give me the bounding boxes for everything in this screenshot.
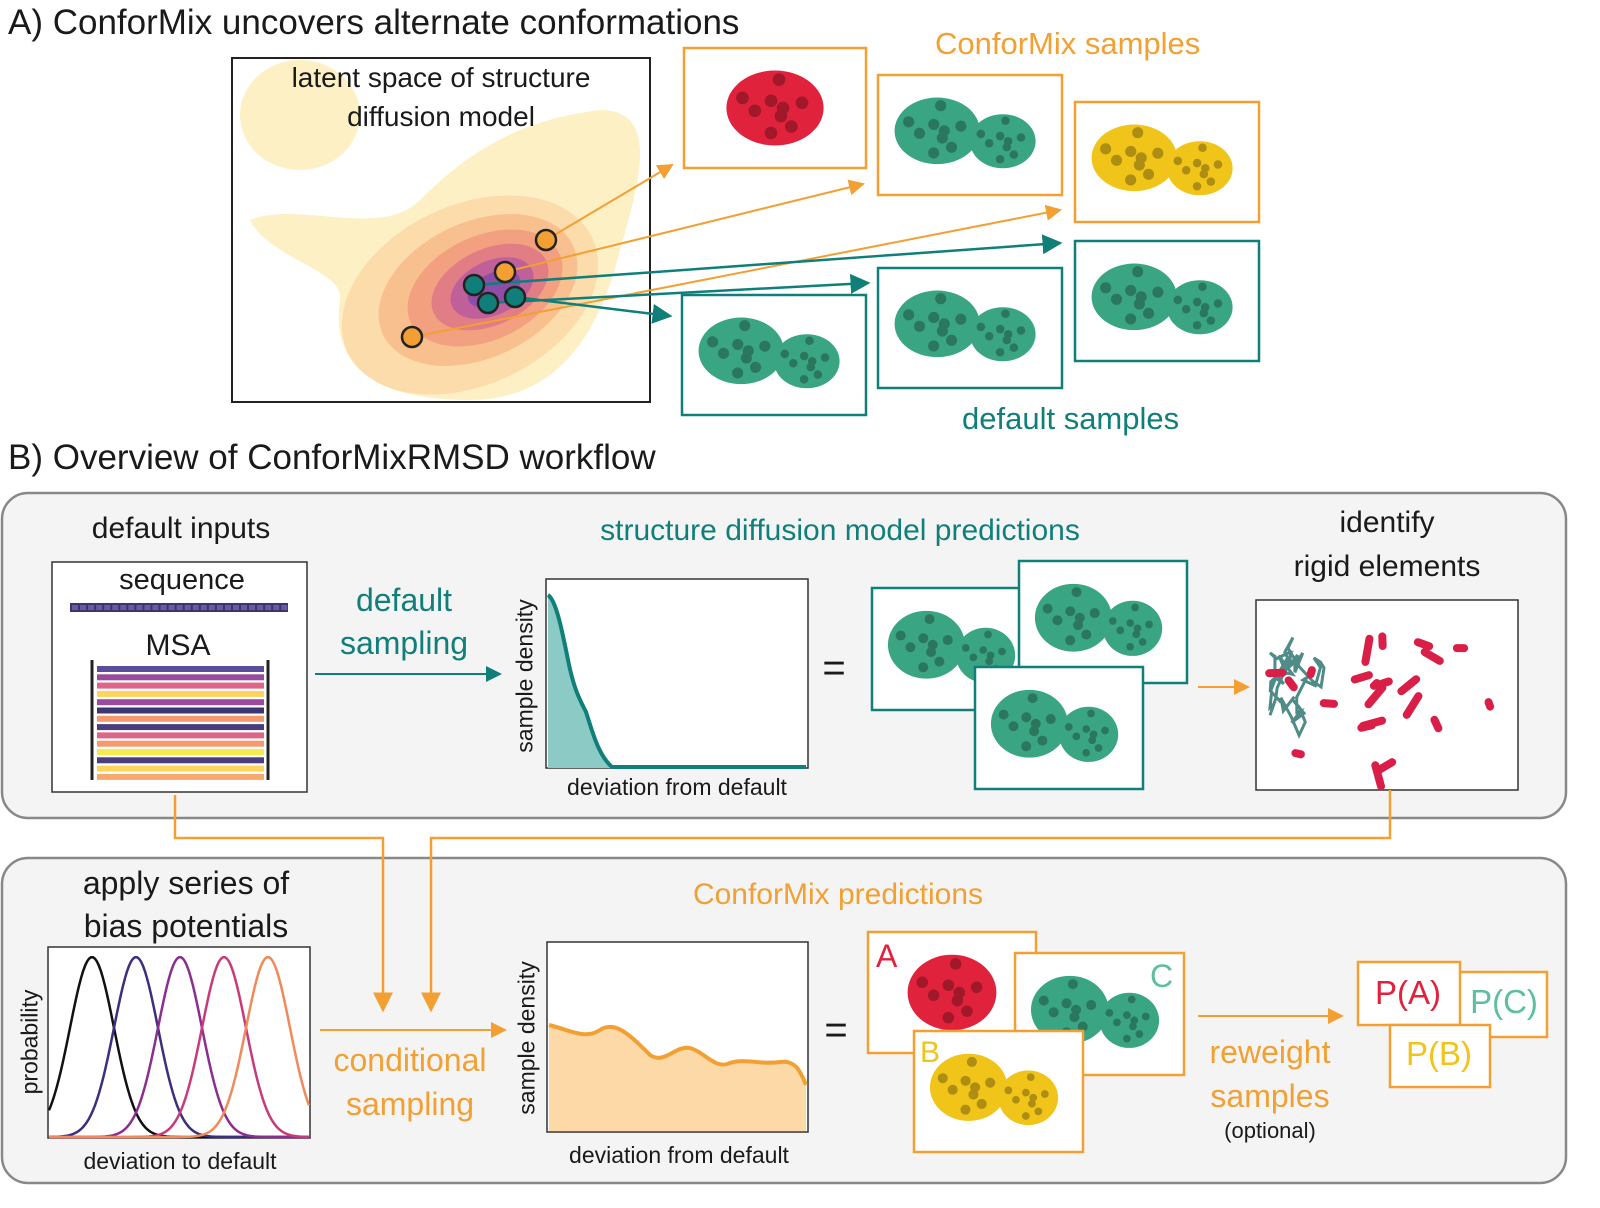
label-a: A [876,938,898,974]
helix [1265,668,1287,678]
connector-lines [173,790,1392,1013]
panel-b-title: B) Overview of ConforMixRMSD workflow [8,438,656,477]
conditional-sampling-label: conditional [333,1042,487,1078]
msa-row [97,724,264,731]
inputs-box [51,561,308,793]
msa-label: MSA [145,629,211,662]
protein-structure-icon [698,317,840,389]
protein-structure-icon [894,290,1036,362]
msa-row [97,674,264,681]
protein-structure-icon [1091,124,1233,196]
x-axis-label-conformix: deviation from default [569,1142,789,1168]
default-density-chart [545,578,809,769]
helix [1284,676,1298,692]
y-axis-label: sample density [511,599,538,753]
equals-sign: = [822,646,846,690]
protein-structure-icon [726,70,824,146]
label-c: C [1150,958,1174,994]
identify-label-2: rigid elements [1293,550,1481,583]
default-samples-label: default samples [962,401,1180,436]
sample-boxes-a [680,46,1261,417]
helix [1361,634,1374,666]
reweight-label: reweight [1209,1034,1331,1070]
protein-structure-icon [990,689,1119,762]
default-inputs-label: default inputs [91,512,271,545]
msa-row [97,715,264,722]
conformix-predictions-title: ConforMix predictions [692,878,984,911]
conformix-density-chart [546,941,809,1133]
msa-row [97,666,264,672]
protein-structure-icon [1034,583,1163,656]
helix [1430,715,1443,733]
conditional-sampling-label-2: sampling [345,1086,475,1122]
helix [1306,666,1316,679]
rigid-elements-structure [1255,599,1519,791]
msa-row [97,707,264,714]
helix [1319,699,1339,708]
label-b: B [920,1036,941,1069]
probability-boxes [1356,960,1549,1089]
helix [1378,632,1387,651]
latent-label: latent space of structure [291,62,591,93]
equals-sign-2: = [824,1008,848,1052]
helix [1350,671,1373,684]
identify-label: identify [1339,506,1435,539]
conformix-samples-label: ConforMix samples [935,26,1201,61]
panel-a-title: A) ConforMix uncovers alternate conforma… [8,3,740,42]
helix [1413,638,1434,651]
msa-row [97,740,264,747]
y-axis-label-conformix: sample density [513,961,540,1115]
predictions-title: structure diffusion model predictions [600,514,1080,547]
msa-row [97,773,264,780]
arrows-a [411,163,1063,338]
protein-structure-icon [907,954,997,1031]
helix [1397,675,1421,696]
msa-row [97,757,264,764]
default-sampling-label: default [355,582,453,618]
prediction-boxes-default [870,559,1189,791]
default-sampling-label-2: sampling [339,625,469,661]
latent-space-plot [231,57,1063,403]
protein-structure-icon [929,1053,1059,1126]
protein-structure-icon [894,97,1036,169]
msa-row [97,749,264,755]
bias-potentials-plot [47,946,311,1139]
helix [1484,698,1495,711]
sequence-label: sequence [119,564,245,596]
p-c-label: P(C) [1470,983,1538,1020]
helix [1420,648,1444,665]
msa-row [97,765,264,772]
bias-label-2: bias potentials [83,908,289,944]
helix [1373,758,1397,775]
p-a-label: P(A) [1375,974,1441,1011]
optional-label: (optional) [1224,1118,1316,1143]
helix [1359,716,1387,730]
latent-label-2: diffusion model [347,101,535,132]
sample-points [400,228,558,349]
helix [1402,692,1423,719]
bias-x-axis-label: deviation to default [83,1148,277,1174]
p-b-label: P(B) [1406,1035,1472,1072]
prediction-boxes-conformix [866,930,1186,1154]
bias-potential-curve [49,955,311,1139]
reweight-label-2: samples [1210,1078,1330,1114]
bias-label: apply series of [82,865,290,901]
msa-row [97,732,264,739]
helix [1452,644,1469,653]
msa-row [97,699,264,706]
protein-structure-icon [1030,975,1160,1048]
probability-axis-label: probability [16,989,43,1095]
helix [1291,749,1305,759]
x-axis-label: deviation from default [567,774,787,800]
protein-structure-icon [1091,263,1233,335]
protein-loops [1268,636,1326,740]
msa-row [97,682,264,689]
msa-row [97,690,264,697]
helix [1364,683,1387,709]
